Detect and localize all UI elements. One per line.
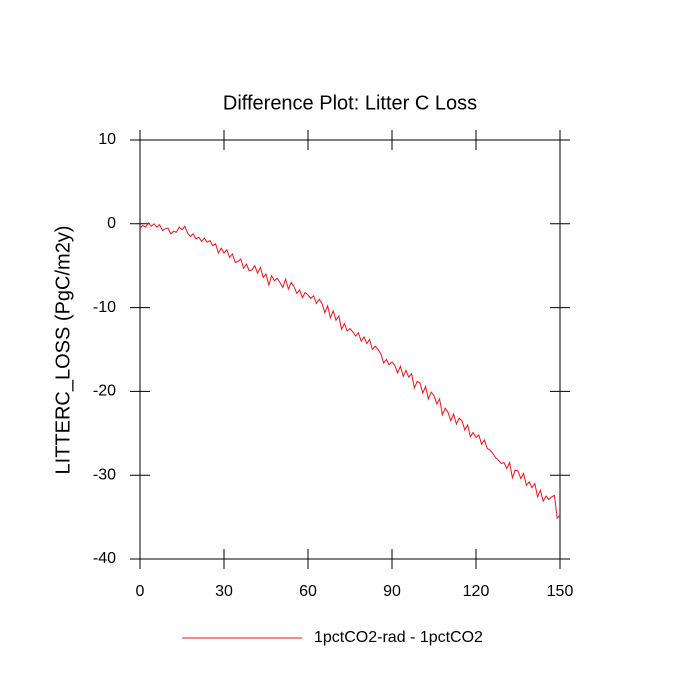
x-tick-label: 0 (136, 583, 145, 600)
y-tick-label: -10 (93, 299, 116, 316)
x-tick-label: 150 (547, 583, 574, 600)
data-line (139, 222, 561, 519)
x-tick-label: 90 (383, 583, 401, 600)
plot-frame (139, 139, 561, 560)
x-tick-label: 60 (299, 583, 317, 600)
y-tick-label: 0 (107, 215, 116, 232)
y-tick-label: -30 (93, 466, 116, 483)
x-tick-label: 120 (463, 583, 490, 600)
y-tick-label: -40 (93, 550, 116, 567)
chart-title: Difference Plot: Litter C Loss (223, 92, 477, 114)
x-tick-label: 30 (215, 583, 233, 600)
y-axis-label: LITTERC_LOSS (PgC/m2y) (52, 226, 74, 475)
y-tick-label: -20 (93, 383, 116, 400)
legend-label: 1pctCO2-rad - 1pctCO2 (314, 629, 483, 646)
y-tick-label: 10 (98, 131, 116, 148)
